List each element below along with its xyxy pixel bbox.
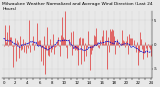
Text: Milwaukee Weather Normalized and Average Wind Direction (Last 24 Hours): Milwaukee Weather Normalized and Average… [2, 2, 153, 11]
